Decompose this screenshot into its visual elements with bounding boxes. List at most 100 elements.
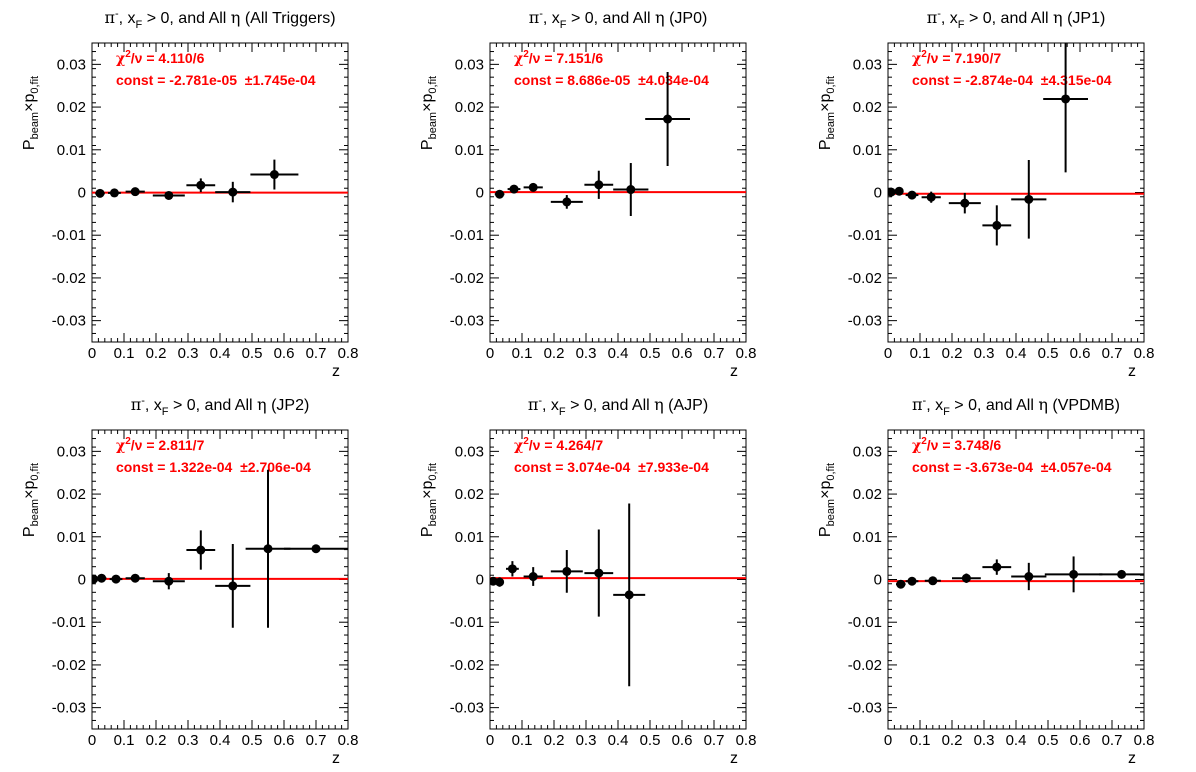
title-particle: π bbox=[104, 8, 115, 27]
data-point bbox=[228, 581, 238, 591]
x-tick-label: 0.2 bbox=[942, 345, 963, 362]
title-mid: , x bbox=[542, 397, 559, 414]
x-tick-label: 0.2 bbox=[544, 732, 565, 749]
y-label-sub2: 0,fit bbox=[825, 463, 837, 481]
y-tick-label: 0.03 bbox=[455, 56, 484, 73]
title-charge: - bbox=[923, 395, 927, 407]
data-point bbox=[228, 187, 238, 197]
y-tick-label: -0.03 bbox=[52, 700, 86, 717]
stats-chi-rest: /ν = 4.264/7 bbox=[529, 437, 604, 453]
x-tick-label: 0.4 bbox=[210, 732, 231, 749]
x-axis-label: z bbox=[332, 750, 340, 767]
y-label-times: ×p bbox=[419, 94, 436, 112]
x-tick-label: 0.6 bbox=[672, 345, 693, 362]
y-tick-label: 0 bbox=[476, 185, 484, 202]
y-tick-label: -0.03 bbox=[52, 313, 86, 330]
stats-chi-rest: /ν = 7.190/7 bbox=[927, 50, 1002, 66]
x-tick-label: 0.8 bbox=[736, 345, 757, 362]
y-tick-label: -0.03 bbox=[450, 700, 484, 717]
data-point bbox=[907, 576, 917, 586]
y-tick-label: -0.03 bbox=[848, 700, 882, 717]
x-tick-label: 0.3 bbox=[974, 345, 995, 362]
stats-chi2: χ2/ν = 7.190/7 bbox=[912, 49, 1001, 67]
title-rest: > 0, and All bbox=[566, 397, 655, 414]
data-point bbox=[311, 544, 321, 554]
chart-title: π-, xF > 0, and All η (JP1) bbox=[927, 8, 1106, 31]
y-tick-label: -0.02 bbox=[848, 657, 882, 674]
title-rest: > 0, and All bbox=[169, 397, 258, 414]
x-axis-label: z bbox=[332, 363, 340, 380]
title-sub: F bbox=[943, 406, 950, 418]
title-particle: π bbox=[927, 8, 938, 27]
y-tick-label: -0.02 bbox=[52, 657, 86, 674]
y-label-sub1: beam bbox=[427, 499, 439, 527]
x-tick-label: 0.2 bbox=[942, 732, 963, 749]
title-trigger: (JP0) bbox=[665, 10, 708, 27]
stats-chi2: χ2/ν = 3.748/6 bbox=[912, 436, 1001, 454]
x-tick-label: 0.1 bbox=[910, 732, 931, 749]
chart-title: π-, xF > 0, and All η (JP2) bbox=[131, 395, 310, 418]
data-point bbox=[926, 192, 936, 202]
data-point bbox=[896, 579, 906, 589]
x-tick-label: 0 bbox=[884, 732, 892, 749]
y-label-main: P bbox=[419, 526, 436, 537]
x-tick-label: 0.6 bbox=[274, 732, 295, 749]
data-point bbox=[1117, 569, 1127, 579]
panel-2: 0 0.1 0.2 0.3 0.4 0.5 0.6 0.7 0.8-0.03-0.02-0.01… bbox=[419, 8, 756, 380]
data-point bbox=[1024, 194, 1034, 204]
x-tick-label: 0.1 bbox=[114, 732, 135, 749]
y-label-times: ×p bbox=[21, 481, 38, 499]
stats-chi-symbol: χ bbox=[116, 51, 125, 67]
x-tick-label: 0 bbox=[884, 345, 892, 362]
chart-title: π-, xF > 0, and All η (AJP) bbox=[528, 395, 708, 418]
title-eta: η bbox=[231, 8, 241, 27]
x-tick-label: 0.3 bbox=[974, 732, 995, 749]
data-layer bbox=[490, 503, 746, 687]
y-label-times: ×p bbox=[21, 94, 38, 112]
stats-chi-symbol: χ bbox=[912, 51, 921, 67]
stats-chi2: χ2/ν = 4.264/7 bbox=[514, 436, 603, 454]
panel-6: 0 0.1 0.2 0.3 0.4 0.5 0.6 0.7 0.8-0.03-0.02-0.01… bbox=[817, 395, 1154, 767]
y-tick-label: -0.02 bbox=[52, 270, 86, 287]
y-tick-label: 0.01 bbox=[853, 529, 882, 546]
y-tick-label: 0 bbox=[874, 185, 882, 202]
data-point bbox=[263, 544, 273, 554]
x-tick-label: 0.1 bbox=[512, 345, 533, 362]
data-point bbox=[562, 566, 572, 576]
title-charge: - bbox=[538, 395, 542, 407]
stats-const: const = -2.874e-04 ±4.315e-04 bbox=[912, 72, 1112, 88]
stats-chi-exp: 2 bbox=[125, 49, 131, 60]
y-tick-label: -0.02 bbox=[450, 657, 484, 674]
x-tick-label: 0.1 bbox=[512, 732, 533, 749]
x-tick-label: 0.6 bbox=[672, 732, 693, 749]
x-tick-label: 0.5 bbox=[1038, 732, 1059, 749]
title-trigger: (JP2) bbox=[267, 397, 310, 414]
data-point bbox=[164, 190, 174, 200]
y-label-times: ×p bbox=[817, 481, 834, 499]
title-mid: , x bbox=[543, 10, 560, 27]
title-trigger: (JP1) bbox=[1063, 10, 1106, 27]
stats-chi-exp: 2 bbox=[523, 49, 529, 60]
x-tick-label: 0.4 bbox=[1006, 345, 1027, 362]
data-point bbox=[269, 170, 279, 180]
title-particle: π bbox=[528, 395, 539, 414]
y-tick-label: 0.02 bbox=[57, 99, 86, 116]
y-tick-label: 0.03 bbox=[455, 443, 484, 460]
stats-chi-symbol: χ bbox=[514, 51, 523, 67]
y-label-main: P bbox=[817, 139, 834, 150]
data-point bbox=[164, 576, 174, 586]
data-point bbox=[509, 184, 519, 194]
x-tick-label: 0.5 bbox=[1038, 345, 1059, 362]
title-eta: η bbox=[1038, 395, 1048, 414]
x-tick-label: 0.6 bbox=[1070, 732, 1091, 749]
title-rest: > 0, and All bbox=[142, 10, 231, 27]
title-eta: η bbox=[655, 8, 665, 27]
title-particle: π bbox=[912, 395, 923, 414]
data-point bbox=[1069, 569, 1079, 579]
y-tick-label: -0.03 bbox=[848, 313, 882, 330]
chart-title: π-, xF > 0, and All η (JP0) bbox=[529, 8, 708, 31]
x-tick-label: 0.6 bbox=[274, 345, 295, 362]
y-tick-label: 0 bbox=[78, 185, 86, 202]
data-point bbox=[624, 590, 634, 600]
y-tick-label: -0.01 bbox=[848, 614, 882, 631]
